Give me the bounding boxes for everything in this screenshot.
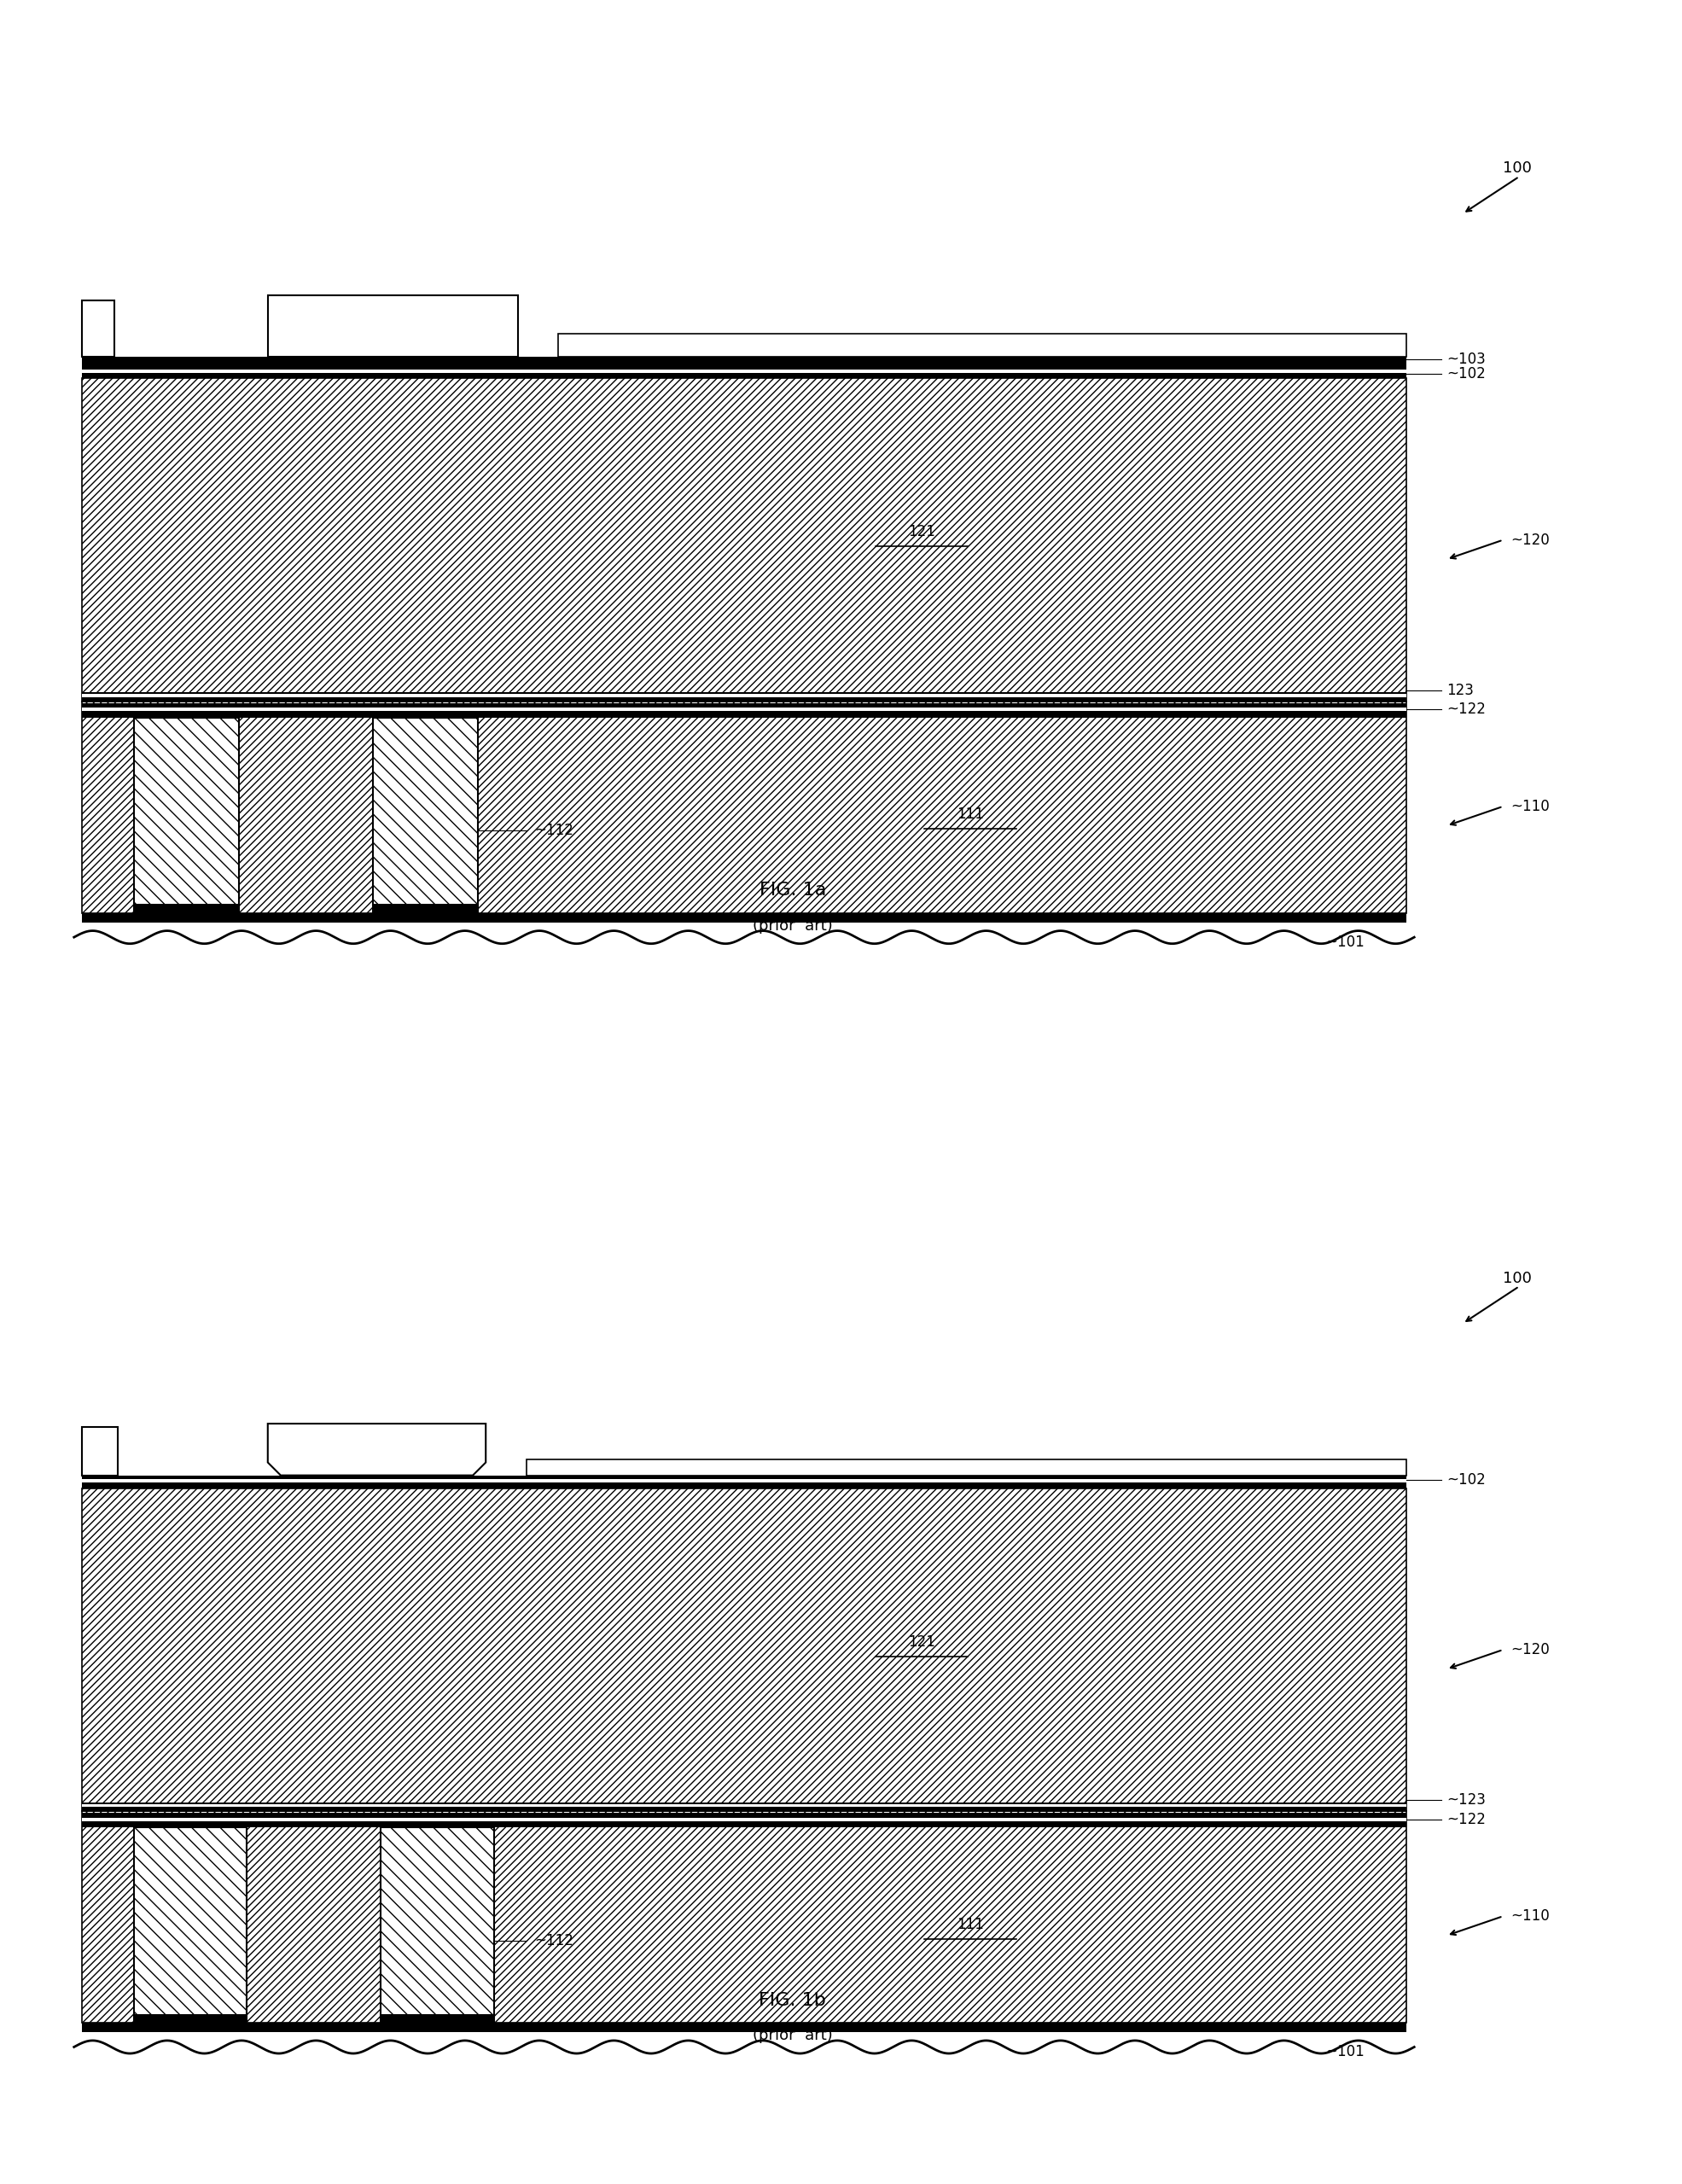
Bar bbox=[82, 1476, 1406, 1487]
Bar bbox=[135, 1828, 247, 2022]
Text: ~112: ~112 bbox=[535, 823, 574, 839]
Text: ~102: ~102 bbox=[1447, 1472, 1485, 1487]
Text: 121: 121 bbox=[908, 1634, 935, 1649]
Polygon shape bbox=[267, 1424, 486, 1476]
Bar bbox=[558, 334, 1406, 356]
Text: ~101: ~101 bbox=[1325, 935, 1364, 950]
Text: FIG. 1a: FIG. 1a bbox=[759, 882, 826, 900]
Bar bbox=[135, 904, 239, 913]
Text: ~122: ~122 bbox=[1447, 1811, 1485, 1828]
Text: ~123: ~123 bbox=[1447, 1793, 1485, 1808]
Text: ~102: ~102 bbox=[1447, 367, 1485, 382]
Text: 103A: 103A bbox=[362, 319, 399, 334]
Bar bbox=[82, 695, 1406, 697]
Text: 111: 111 bbox=[957, 1918, 984, 1933]
Text: ~120: ~120 bbox=[1510, 1642, 1551, 1658]
Text: ~110: ~110 bbox=[1510, 799, 1551, 815]
Text: 100: 100 bbox=[1504, 1271, 1532, 1286]
Bar bbox=[82, 1426, 118, 1476]
Bar bbox=[82, 356, 1406, 365]
Text: 100: 100 bbox=[1504, 162, 1532, 177]
Bar bbox=[82, 2022, 1406, 2033]
Bar bbox=[82, 701, 1406, 913]
Text: ~112: ~112 bbox=[535, 1933, 574, 1948]
Bar bbox=[82, 692, 1406, 701]
Bar bbox=[373, 719, 478, 913]
Bar bbox=[82, 1813, 1406, 1828]
Bar bbox=[373, 904, 478, 913]
Text: FIG. 1b: FIG. 1b bbox=[759, 1992, 826, 2009]
Bar bbox=[82, 365, 1406, 378]
Bar bbox=[82, 299, 114, 356]
Text: 121: 121 bbox=[908, 524, 935, 539]
Bar bbox=[82, 703, 1406, 719]
Text: 102A: 102A bbox=[355, 1428, 392, 1444]
Text: ~101: ~101 bbox=[1325, 2044, 1364, 2060]
Bar bbox=[82, 1804, 1406, 1806]
Text: 123: 123 bbox=[1447, 681, 1473, 699]
Bar bbox=[558, 336, 1406, 356]
Text: (prior  art): (prior art) bbox=[752, 917, 833, 933]
Text: ~110: ~110 bbox=[1510, 1909, 1551, 1924]
Bar bbox=[135, 719, 239, 913]
Bar bbox=[380, 2014, 495, 2022]
Text: ~103: ~103 bbox=[1447, 352, 1485, 367]
Bar bbox=[82, 1479, 1406, 1483]
Bar bbox=[135, 2014, 247, 2022]
Bar bbox=[380, 1828, 495, 2022]
Bar bbox=[82, 708, 1406, 712]
Bar bbox=[82, 1802, 1406, 1811]
Text: ~122: ~122 bbox=[1447, 701, 1485, 716]
Text: ~120: ~120 bbox=[1510, 533, 1551, 548]
Bar bbox=[82, 1811, 1406, 2022]
Bar bbox=[267, 295, 518, 356]
Bar bbox=[82, 369, 1406, 373]
Text: (prior  art): (prior art) bbox=[752, 2029, 833, 2044]
Bar bbox=[82, 1487, 1406, 1811]
Bar bbox=[526, 1459, 1406, 1476]
Bar bbox=[82, 378, 1406, 701]
Text: 111: 111 bbox=[957, 806, 984, 821]
Bar bbox=[82, 1817, 1406, 1821]
Bar bbox=[82, 913, 1406, 922]
